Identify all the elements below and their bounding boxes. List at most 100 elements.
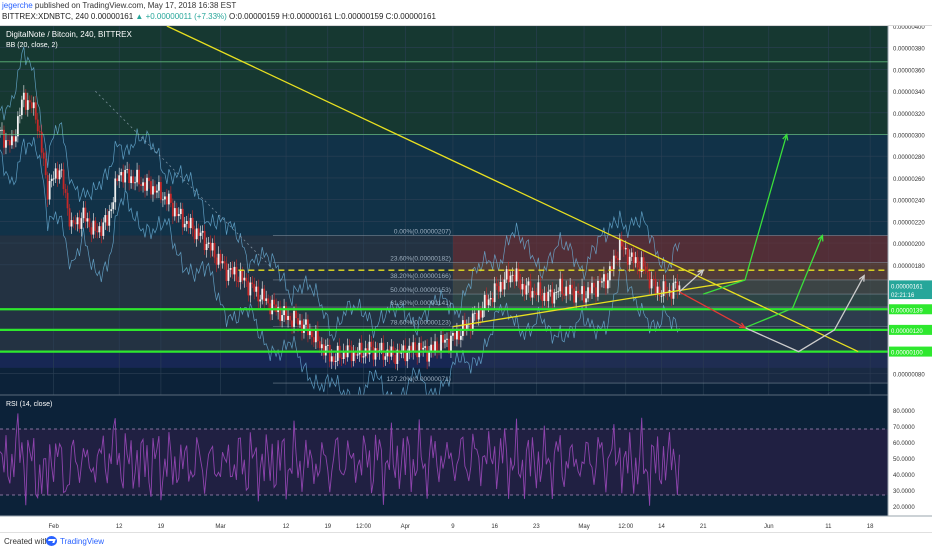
candle-body bbox=[70, 220, 73, 227]
candle-body bbox=[134, 182, 136, 184]
time-axis[interactable]: Feb 12 19 Mar 12 19 12:00 Apr 9 16 23 May 12:00 14 21 J… bbox=[0, 515, 932, 532]
candle-body bbox=[575, 290, 578, 303]
time-tick-label: 12:00 bbox=[618, 524, 634, 530]
publish-info: jegerche published on TradingView.com, M… bbox=[2, 1, 236, 10]
candle-body bbox=[350, 346, 353, 362]
candle-body bbox=[642, 257, 645, 267]
candle-body bbox=[589, 287, 591, 294]
candle-body bbox=[74, 222, 77, 225]
price-tag-bg bbox=[889, 304, 932, 315]
candle-body bbox=[295, 310, 297, 319]
candle-body bbox=[436, 341, 438, 352]
candle-body bbox=[549, 289, 552, 292]
candle-body bbox=[559, 278, 562, 292]
candle-body bbox=[112, 202, 115, 210]
candle-body bbox=[104, 215, 107, 223]
candle-body bbox=[11, 136, 13, 146]
candle-body bbox=[450, 335, 452, 351]
price-axis[interactable]: 0.00000400 0.00000380 0.00000360 0.00000340… bbox=[887, 26, 932, 516]
time-tick-label: 9 bbox=[451, 524, 455, 530]
projection-arrowhead-3 bbox=[697, 269, 705, 277]
bollinger-upper bbox=[0, 46, 680, 342]
candle-body bbox=[442, 334, 444, 343]
chart-title: DigitalNote / Bitcoin, 240, BITTREX bbox=[6, 30, 132, 39]
candle-body bbox=[283, 306, 285, 316]
candle-body bbox=[454, 332, 456, 340]
candle-body bbox=[624, 247, 627, 250]
candle-body bbox=[318, 341, 321, 349]
candle-body bbox=[527, 281, 530, 286]
price-tick-label: 0.00000080 bbox=[893, 372, 925, 378]
time-tick-label: 21 bbox=[700, 524, 707, 530]
candle-body bbox=[167, 193, 170, 205]
candle-body bbox=[489, 298, 492, 300]
fib-level-label: 78.60%(0.00000123) bbox=[390, 320, 451, 327]
price-tick-label: 0.00000260 bbox=[893, 177, 925, 183]
fib-level-label: 50.00%(0.00000153) bbox=[390, 287, 451, 294]
candle-body bbox=[457, 330, 460, 340]
candle-body bbox=[487, 299, 490, 306]
projection-arrow-0 bbox=[702, 134, 788, 295]
candle-body bbox=[136, 169, 138, 183]
rsi-tick-label: 20.0000 bbox=[893, 505, 915, 511]
candle-body bbox=[577, 290, 579, 294]
background-band-1 bbox=[0, 134, 888, 236]
tradingview-logo-icon[interactable] bbox=[46, 536, 57, 546]
candle-body bbox=[84, 207, 87, 222]
candle-body bbox=[187, 220, 190, 229]
rsi-tick-label: 30.0000 bbox=[893, 489, 915, 495]
candle-body bbox=[126, 169, 129, 170]
time-tick-label: Jun bbox=[764, 524, 774, 530]
candle-body bbox=[360, 342, 363, 358]
candle-body bbox=[328, 344, 331, 362]
rsi-tick-label: 70.0000 bbox=[893, 425, 915, 431]
tradingview-link[interactable]: TradingView bbox=[60, 537, 105, 546]
author-link[interactable]: jegerche bbox=[2, 1, 33, 10]
candle-body bbox=[394, 354, 397, 364]
candle-body bbox=[440, 334, 442, 352]
candle-body bbox=[434, 341, 436, 351]
rsi-tick-label: 50.0000 bbox=[893, 457, 915, 463]
candle-body bbox=[14, 136, 17, 142]
candle-body bbox=[547, 291, 550, 302]
indicator-label: BB (20, close, 2) bbox=[6, 42, 58, 49]
price-tag-label: 0.00000100 bbox=[891, 351, 923, 357]
candle-body bbox=[354, 351, 357, 356]
candle-body bbox=[22, 92, 25, 100]
candle-body bbox=[36, 119, 39, 132]
price-tick-label: 0.00000340 bbox=[893, 90, 925, 96]
candle-body bbox=[253, 284, 256, 292]
rsi-pane[interactable]: RSI (14, close) bbox=[0, 395, 888, 516]
projection-arrow-2 bbox=[744, 275, 865, 353]
candle-body bbox=[461, 320, 464, 336]
price-tick-label: 0.00000380 bbox=[893, 47, 925, 53]
candle-body bbox=[432, 344, 434, 351]
candle-body bbox=[553, 292, 556, 304]
price-tag-label: 02:21:16 bbox=[891, 293, 915, 299]
main-pane[interactable]: 0.00%(0.00000207) 23.60%(0.00000182) 38.20… bbox=[0, 26, 888, 516]
candle-body bbox=[146, 177, 148, 191]
candle-body bbox=[98, 226, 101, 233]
candle-body bbox=[380, 342, 383, 351]
candle-body bbox=[569, 284, 572, 295]
candle-body bbox=[130, 176, 133, 184]
price-tick-label: 0.00000320 bbox=[893, 112, 925, 118]
chart-canvas[interactable]: 0.00%(0.00000207) 23.60%(0.00000182) 38.20… bbox=[0, 26, 932, 532]
price-tick-label: 0.00000280 bbox=[893, 155, 925, 161]
candle-body bbox=[662, 281, 665, 296]
time-tick-label: 19 bbox=[324, 524, 331, 530]
candle-body bbox=[652, 279, 655, 280]
candle-body bbox=[444, 339, 446, 343]
last-price: 0.00000161 bbox=[90, 12, 134, 21]
candle-body bbox=[152, 186, 154, 195]
candle-body bbox=[247, 281, 250, 296]
candle-body bbox=[430, 344, 432, 351]
fib-labels: 0.00%(0.00000207) 23.60%(0.00000182) 38.20… bbox=[387, 228, 451, 383]
candle-body bbox=[420, 342, 423, 350]
candle-body bbox=[259, 299, 262, 302]
fib-band-3 bbox=[452, 294, 888, 308]
candle-body bbox=[424, 346, 427, 348]
bollinger-lower bbox=[0, 137, 680, 411]
candle-body bbox=[471, 313, 474, 332]
candle-body bbox=[44, 158, 47, 176]
